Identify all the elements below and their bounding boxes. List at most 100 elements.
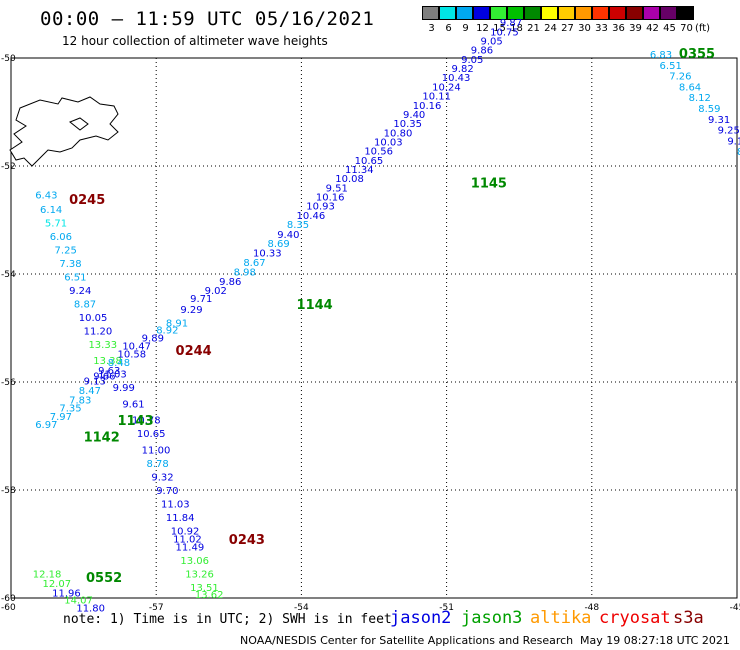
lat-tick-label: -56	[1, 378, 16, 388]
credit-text: NOAA/NESDIS Center for Satellite Applica…	[240, 634, 574, 647]
generated-timestamp: May 19 08:27:18 UTC 2021	[580, 634, 730, 647]
swh-value: 8.47	[79, 386, 101, 397]
scale-label: 24	[544, 23, 557, 34]
swh-value: 11.34	[345, 165, 374, 176]
swh-value: 11.84	[166, 513, 195, 524]
scale-swatch	[626, 6, 643, 20]
swh-value: 10.56	[364, 147, 393, 158]
lon-tick-label: -57	[149, 603, 164, 613]
swh-value: 9.32	[151, 472, 173, 483]
swh-value: 9.99	[113, 383, 135, 394]
lon-tick-label: -51	[439, 603, 454, 613]
swh-value: 8.87	[74, 299, 96, 310]
swh-value: 10.93	[306, 202, 335, 213]
swh-value: 6.43	[35, 190, 57, 201]
corner-tick-label: -60	[1, 603, 16, 613]
swh-value: 9.63	[98, 366, 120, 377]
track-a: 6.43 6.14 5.71 6.06 7.25 7.38 6.51 9.24 8.87 10.0…	[35, 190, 223, 601]
swh-value: 7.83	[69, 396, 91, 407]
scale-swatch	[473, 6, 490, 20]
map-frame	[10, 57, 738, 599]
swh-value: 8.98	[234, 268, 256, 279]
swh-value: 8.64	[679, 82, 701, 93]
swh-value: 6.06	[50, 232, 72, 243]
swh-value: 10.65	[355, 156, 384, 167]
track-b: 6.977.977.357.838.479.139.669.638.4810.5…	[35, 18, 522, 431]
lon-tick-label: -45	[730, 603, 740, 613]
swh-value: 9.29	[180, 305, 202, 316]
swh-value: 8.48	[108, 358, 130, 369]
lat-tick-label: -52	[1, 162, 16, 172]
axis-labels: -57 -54 -51 -48 -45 -50 -52 -54 -56 -58 -60-60	[1, 54, 740, 613]
pass-time-label: 1145	[471, 177, 507, 192]
swh-value: 9.89	[142, 334, 164, 345]
lon-tick-label: -54	[294, 603, 309, 613]
swh-value: 6.14	[40, 205, 62, 216]
swh-value: 11.80	[76, 604, 105, 615]
swh-value: 10.78	[132, 416, 161, 427]
swh-value: 13.26	[185, 569, 214, 580]
swh-value: 10.65	[137, 429, 166, 440]
scale-label: 12	[476, 23, 489, 34]
swh-value: 6.51	[660, 61, 682, 72]
swh-value: 9.70	[156, 486, 178, 497]
swh-value: 9.02	[205, 286, 227, 297]
swh-value: 5.71	[45, 218, 67, 229]
scale-label: 45	[663, 23, 676, 34]
swh-value: 8.67	[243, 258, 265, 269]
scale-swatch	[558, 6, 575, 20]
swh-value: 7.97	[50, 412, 72, 423]
scale-label: 9	[462, 23, 469, 34]
swh-value: 9.40	[277, 230, 299, 241]
scale-label: 27	[561, 23, 574, 34]
swh-value: 11.00	[142, 445, 171, 456]
lat-tick-label: -58	[1, 486, 16, 496]
coastline	[9, 96, 119, 167]
footer-note: note: 1) Time is in UTC; 2) SWH is in fe…	[63, 612, 392, 627]
scale-swatch	[422, 6, 439, 20]
scale-swatch	[490, 6, 507, 20]
swh-value: 9.86	[219, 277, 241, 288]
scale-swatch	[592, 6, 609, 20]
swh-value: 11.02	[173, 534, 202, 545]
satellite-legend-jason3: jason3	[461, 608, 523, 628]
swh-value: 10.11	[422, 92, 451, 103]
scale-label: 36	[612, 23, 625, 34]
swh-value: 9.40	[403, 110, 425, 121]
island-outline	[69, 117, 89, 131]
swh-value: 8.91	[166, 318, 188, 329]
scale-label: 39	[629, 23, 642, 34]
track-c: 6.836.517.268.648.128.599.319.259.118.99	[650, 50, 740, 158]
swh-value: 10.33	[253, 249, 282, 260]
swh-value: 9.11	[727, 136, 740, 147]
swh-value: 8.35	[287, 220, 309, 231]
swh-value: 10.08	[335, 174, 364, 185]
pass-time-label: 0355	[679, 47, 715, 62]
swh-value: 9.05	[480, 37, 502, 48]
swh-value: 6.51	[64, 272, 86, 283]
scale-label: 33	[595, 23, 608, 34]
satellite-legend-altika: altika	[530, 608, 592, 628]
swh-value: 8.59	[698, 104, 720, 115]
swh-value: 10.47	[122, 342, 151, 353]
swh-value: 9.25	[718, 126, 740, 137]
satellite-legend-jason2: jason2	[390, 608, 452, 628]
swh-value: 12.07	[42, 579, 71, 590]
scale-label: 21	[527, 23, 540, 34]
swh-value: 10.43	[442, 73, 471, 84]
swh-value: 8.12	[689, 93, 711, 104]
satellite-legend-s3a: s3a	[673, 608, 704, 628]
swh-value: 10.92	[171, 526, 200, 537]
scale-label: 42	[646, 23, 659, 34]
pass-time-label: 1143	[117, 414, 153, 429]
pass-time-label: 0243	[229, 533, 265, 548]
swh-value: 11.03	[161, 499, 190, 510]
scale-swatch	[439, 6, 456, 20]
swh-value: 7.35	[59, 404, 81, 415]
swh-value: 10.46	[297, 211, 326, 222]
scale-unit: (ft)	[694, 23, 711, 34]
swh-value: 9.87	[500, 18, 522, 29]
